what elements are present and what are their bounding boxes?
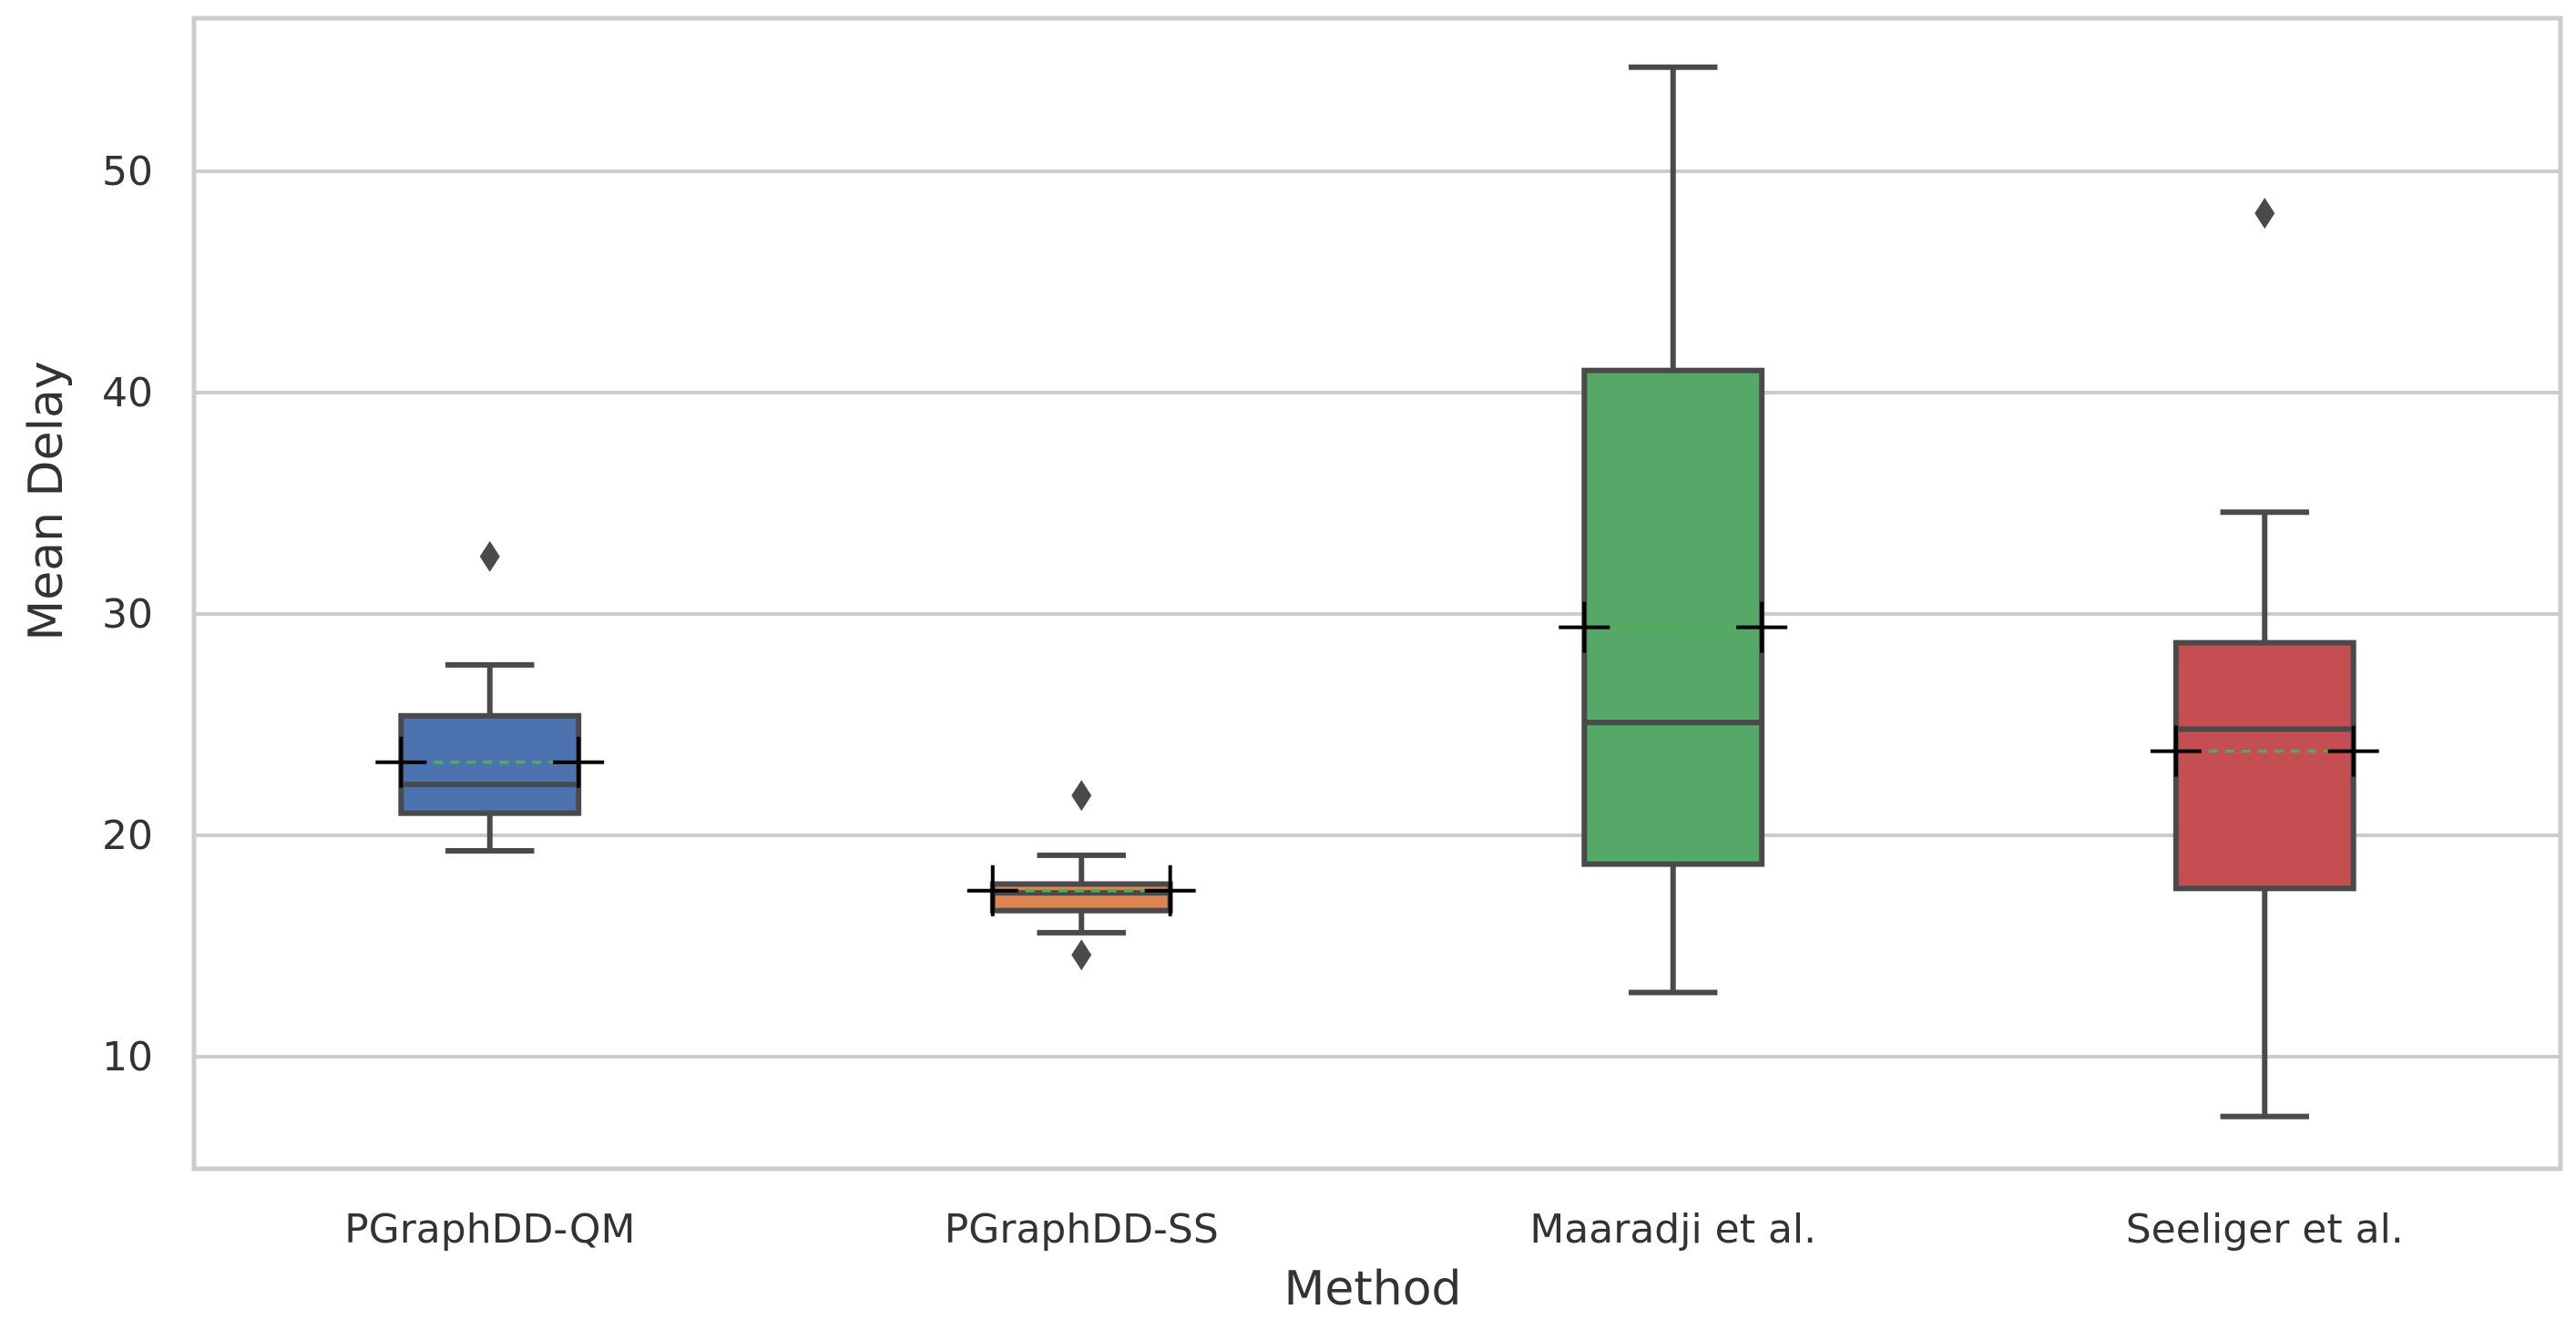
y-tick-label: 30: [102, 591, 153, 638]
x-tick-label: Seeliger et al.: [2126, 1206, 2404, 1253]
y-tick-label: 10: [102, 1034, 153, 1080]
plot-frame: [191, 15, 2563, 1171]
box-group: [375, 540, 605, 854]
x-tick-labels: PGraphDD-QM PGraphDD-SS Maaradji et al. See…: [344, 1206, 2404, 1253]
outlier-point: [1071, 780, 1092, 812]
box-iqr: [398, 712, 582, 816]
outlier-point: [2254, 198, 2275, 230]
grid-lines: [194, 169, 2561, 1059]
box-iqr: [2172, 639, 2356, 892]
box-group: [966, 780, 1196, 971]
y-tick-label: 50: [102, 148, 153, 195]
y-axis-label: Mean Delay: [19, 361, 74, 640]
y-tick-label: 20: [102, 813, 153, 859]
x-tick-label: PGraphDD-QM: [344, 1206, 635, 1253]
boxes: [375, 64, 2379, 1120]
x-tick-label: PGraphDD-SS: [945, 1206, 1219, 1253]
y-tick-labels: 10 20 30 40 50: [102, 148, 153, 1080]
y-tick-label: 40: [102, 370, 153, 416]
box-group: [1559, 64, 1788, 996]
box-iqr: [989, 881, 1173, 914]
x-axis-label: Method: [1283, 1262, 1461, 1316]
x-tick-label: Maaradji et al.: [1529, 1206, 1816, 1253]
box-group: [2150, 198, 2379, 1120]
outlier-point: [1071, 939, 1092, 971]
box-iqr: [1581, 367, 1765, 867]
outlier-point: [479, 540, 500, 572]
